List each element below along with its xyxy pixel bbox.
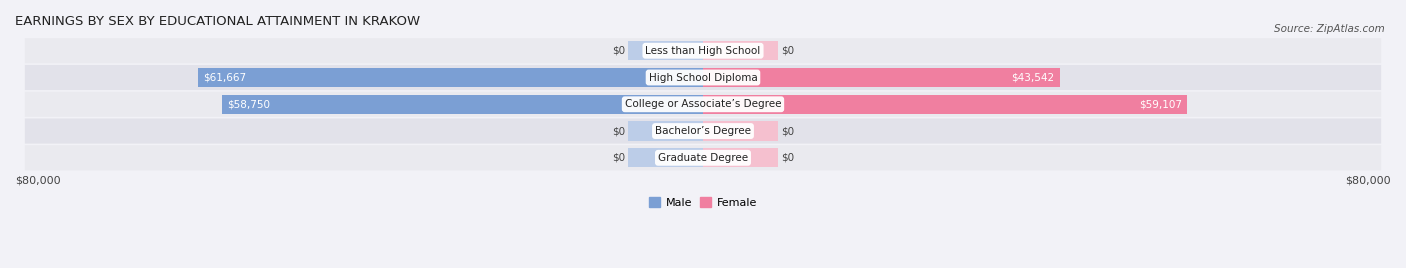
Text: College or Associate’s Degree: College or Associate’s Degree bbox=[624, 99, 782, 109]
Bar bbox=[703, 68, 1060, 87]
Bar bbox=[703, 148, 779, 168]
Text: $0: $0 bbox=[780, 46, 794, 56]
Bar bbox=[627, 41, 703, 60]
Bar bbox=[627, 148, 703, 168]
Text: $0: $0 bbox=[780, 153, 794, 163]
Text: High School Diploma: High School Diploma bbox=[648, 73, 758, 83]
Bar bbox=[222, 95, 703, 114]
Text: $80,000: $80,000 bbox=[1346, 175, 1391, 185]
Text: $59,107: $59,107 bbox=[1139, 99, 1182, 109]
Bar bbox=[198, 68, 703, 87]
FancyBboxPatch shape bbox=[25, 65, 1381, 90]
Text: Less than High School: Less than High School bbox=[645, 46, 761, 56]
Text: $0: $0 bbox=[612, 126, 626, 136]
FancyBboxPatch shape bbox=[25, 92, 1381, 117]
FancyBboxPatch shape bbox=[25, 118, 1381, 144]
Text: $80,000: $80,000 bbox=[15, 175, 60, 185]
Text: $58,750: $58,750 bbox=[226, 99, 270, 109]
Text: EARNINGS BY SEX BY EDUCATIONAL ATTAINMENT IN KRAKOW: EARNINGS BY SEX BY EDUCATIONAL ATTAINMEN… bbox=[15, 15, 420, 28]
Bar bbox=[703, 95, 1187, 114]
Legend: Male, Female: Male, Female bbox=[644, 193, 762, 212]
Bar bbox=[703, 121, 779, 141]
Text: $0: $0 bbox=[780, 126, 794, 136]
Bar bbox=[703, 41, 779, 60]
Text: $61,667: $61,667 bbox=[202, 73, 246, 83]
Text: Source: ZipAtlas.com: Source: ZipAtlas.com bbox=[1274, 24, 1385, 34]
FancyBboxPatch shape bbox=[25, 38, 1381, 63]
Text: Graduate Degree: Graduate Degree bbox=[658, 153, 748, 163]
Text: $0: $0 bbox=[612, 153, 626, 163]
Text: Bachelor’s Degree: Bachelor’s Degree bbox=[655, 126, 751, 136]
FancyBboxPatch shape bbox=[25, 145, 1381, 170]
Text: $0: $0 bbox=[612, 46, 626, 56]
Bar bbox=[627, 121, 703, 141]
Text: $43,542: $43,542 bbox=[1011, 73, 1054, 83]
